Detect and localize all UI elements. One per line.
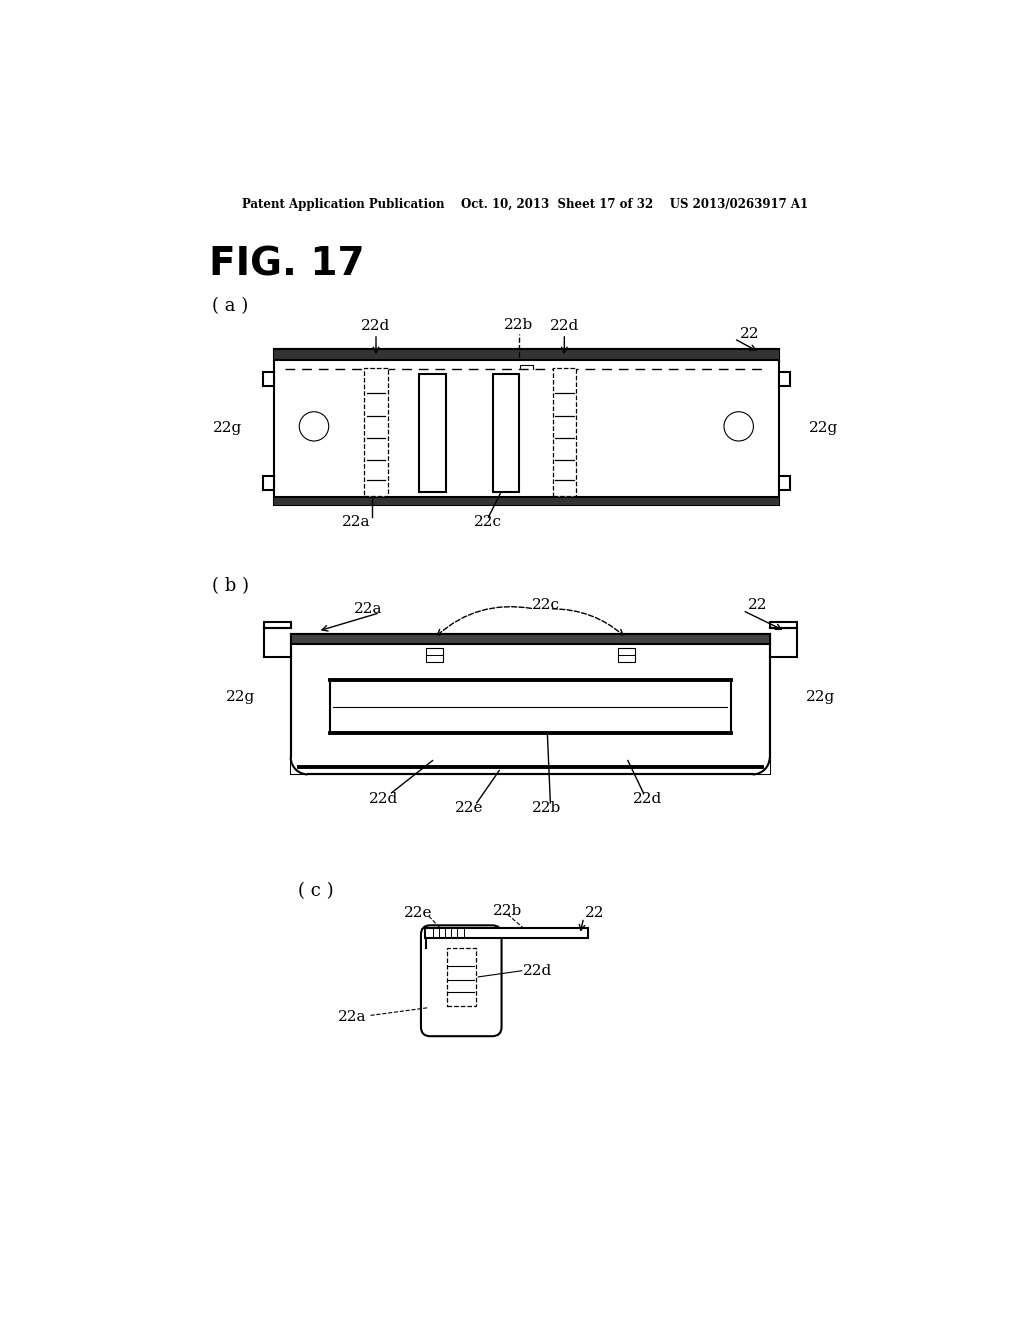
Bar: [263, 372, 273, 387]
Bar: [291, 635, 770, 775]
Text: 22d: 22d: [369, 792, 398, 807]
Text: 22c: 22c: [474, 515, 503, 529]
Bar: [420, 374, 445, 492]
Text: 22a: 22a: [338, 1010, 367, 1024]
Bar: [365, 368, 388, 496]
Bar: [263, 475, 273, 490]
Bar: [291, 635, 770, 644]
Text: ( b ): ( b ): [212, 578, 249, 595]
Text: FIG. 17: FIG. 17: [209, 246, 365, 284]
Text: 22: 22: [748, 598, 768, 612]
Text: 22g: 22g: [225, 690, 255, 705]
Text: 22e: 22e: [455, 801, 483, 816]
Text: 22c: 22c: [531, 598, 560, 612]
Bar: [753, 758, 770, 775]
Bar: [446, 949, 476, 1006]
Bar: [553, 368, 575, 496]
Text: 22d: 22d: [633, 792, 662, 807]
Bar: [770, 622, 797, 628]
Text: 22a: 22a: [342, 515, 371, 529]
Bar: [291, 758, 308, 775]
Text: 22d: 22d: [550, 319, 579, 333]
Text: 22a: 22a: [354, 602, 383, 616]
Text: Patent Application Publication    Oct. 10, 2013  Sheet 17 of 32    US 2013/02639: Patent Application Publication Oct. 10, …: [242, 198, 808, 211]
Text: ( c ): ( c ): [299, 883, 334, 900]
Text: 22d: 22d: [523, 964, 553, 978]
Text: 22g: 22g: [213, 421, 242, 434]
Bar: [273, 350, 779, 360]
Bar: [779, 475, 790, 490]
Text: 22g: 22g: [809, 421, 839, 434]
Bar: [273, 350, 779, 506]
Text: 22: 22: [740, 327, 760, 341]
Bar: [273, 498, 779, 506]
Text: 22b: 22b: [531, 801, 561, 816]
FancyBboxPatch shape: [421, 925, 502, 1036]
Text: 22b: 22b: [504, 318, 534, 333]
Bar: [263, 622, 291, 628]
Text: 22: 22: [586, 906, 605, 920]
Bar: [426, 648, 442, 663]
Text: 22b: 22b: [494, 904, 522, 917]
Bar: [617, 648, 635, 663]
Text: 22d: 22d: [361, 319, 390, 333]
Bar: [330, 681, 731, 733]
Bar: [779, 372, 790, 387]
Text: 22g: 22g: [806, 690, 835, 705]
Bar: [493, 374, 519, 492]
Text: 22e: 22e: [404, 906, 433, 920]
Text: ( a ): ( a ): [212, 297, 248, 315]
Bar: [425, 928, 588, 937]
